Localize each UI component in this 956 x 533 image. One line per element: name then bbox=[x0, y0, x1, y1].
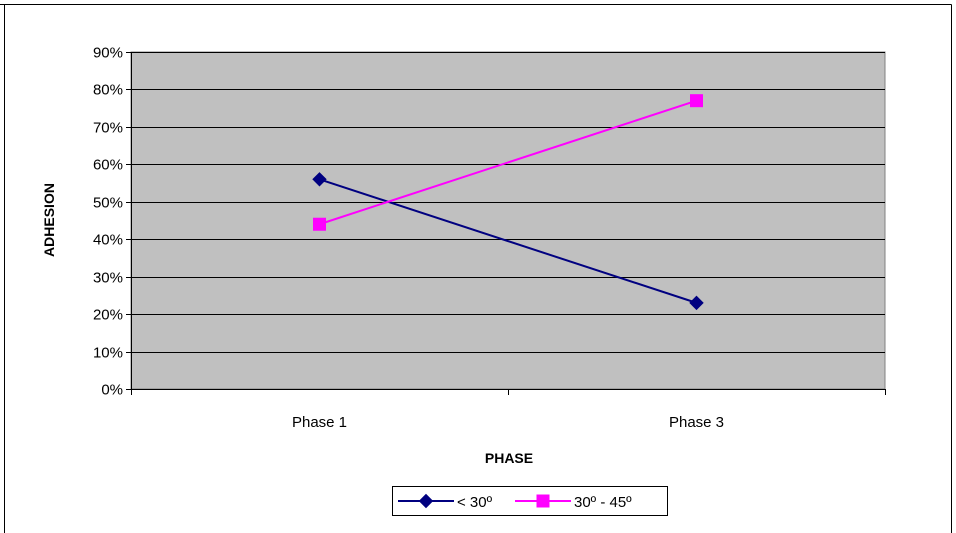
legend-marker-1 bbox=[418, 493, 434, 509]
series-2-point bbox=[313, 217, 326, 231]
y-tick-label: 0% bbox=[101, 382, 123, 399]
y-axis: 0% 10% 20% 30% 40% 50% 60% 70% 80% 90% bbox=[93, 45, 132, 399]
legend-label-2: 30º - 45º bbox=[574, 494, 632, 511]
legend-marker-2 bbox=[536, 494, 550, 508]
x-axis-title: PHASE bbox=[485, 450, 533, 466]
y-tick-label: 10% bbox=[93, 345, 123, 362]
y-tick-label: 90% bbox=[93, 45, 123, 62]
y-tick-label: 40% bbox=[93, 232, 123, 249]
plot-area bbox=[130, 51, 886, 390]
series-2-point bbox=[690, 94, 703, 108]
y-axis-title: ADHESION bbox=[41, 183, 57, 257]
y-tick-label: 50% bbox=[93, 195, 123, 212]
legend-label-1: < 30º bbox=[457, 494, 493, 511]
x-tick-label: Phase 1 bbox=[292, 414, 347, 431]
y-tick-label: 60% bbox=[93, 157, 123, 174]
series-1-point bbox=[689, 295, 704, 311]
y-tick-label: 30% bbox=[93, 270, 123, 287]
series-layer bbox=[312, 94, 704, 311]
x-tick-label: Phase 3 bbox=[669, 414, 724, 431]
y-tick-label: 70% bbox=[93, 120, 123, 137]
gridlines bbox=[131, 52, 885, 353]
series-line-1 bbox=[319, 178, 697, 304]
series-1-point bbox=[312, 172, 327, 187]
x-axis: Phase 1 Phase 3 bbox=[131, 389, 886, 431]
y-tick-label: 20% bbox=[93, 307, 123, 324]
y-tick-label: 80% bbox=[93, 82, 123, 99]
legend: < 30º 30º - 45º bbox=[392, 486, 668, 516]
series-line-2 bbox=[319, 99, 697, 226]
